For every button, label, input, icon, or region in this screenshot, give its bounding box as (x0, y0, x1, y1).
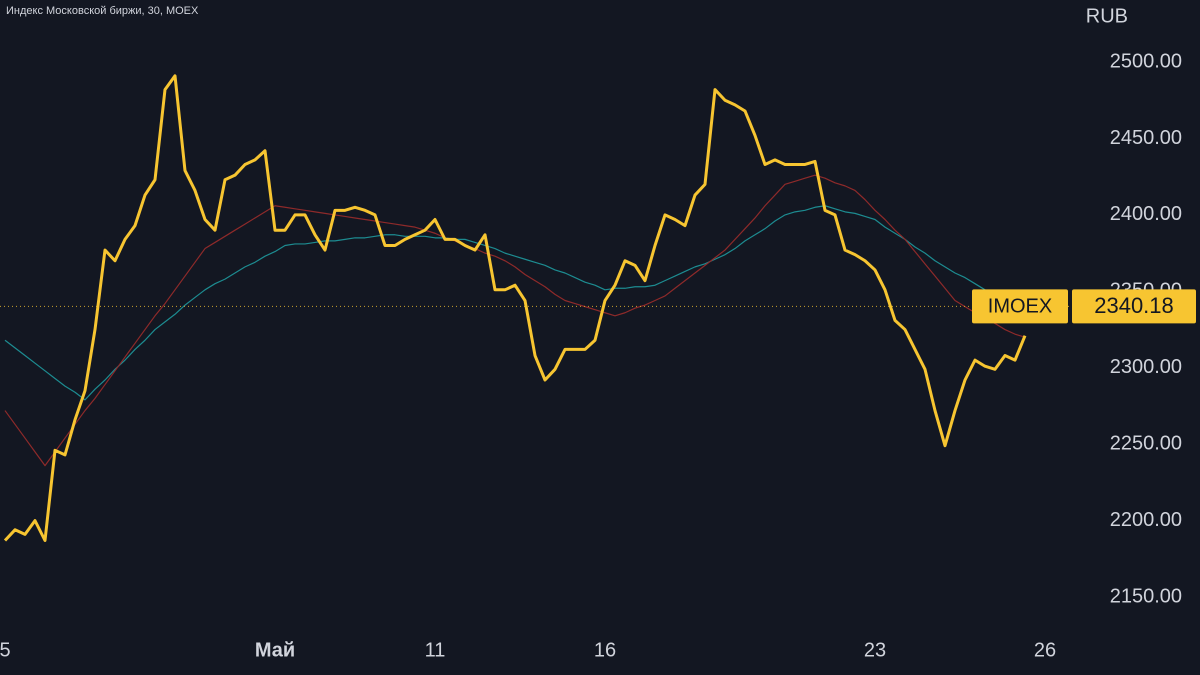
series-line (3, 74, 1027, 542)
y-axis-label: RUB (1086, 5, 1128, 27)
y-tick-label: 2300.00 (1110, 356, 1182, 378)
series-name-box (972, 289, 1068, 324)
x-tick-label: 5 (0, 639, 11, 661)
y-tick-label: 2450.00 (1110, 127, 1182, 149)
x-tick-label: 23 (864, 639, 886, 661)
x-tick-label: 11 (425, 639, 446, 661)
series-line (4, 205, 1026, 401)
y-tick-label: 2500.00 (1110, 50, 1182, 72)
y-tick-label: 2400.00 (1110, 203, 1182, 225)
x-tick-label: 26 (1034, 639, 1056, 661)
series-name-label: IMOEX (988, 296, 1052, 318)
y-tick-label: 2200.00 (1110, 509, 1182, 531)
last-value-label: 2340.18 (1094, 293, 1174, 318)
x-tick-label: Май (255, 639, 295, 661)
y-tick-label: 2150.00 (1110, 585, 1182, 607)
y-tick-label: 2250.00 (1110, 432, 1182, 454)
x-tick-label: 16 (594, 639, 616, 661)
series-line (4, 174, 1026, 467)
chart-title: Индекс Московской биржи, 30, MOEX (6, 5, 199, 17)
last-value-box (1072, 289, 1196, 324)
